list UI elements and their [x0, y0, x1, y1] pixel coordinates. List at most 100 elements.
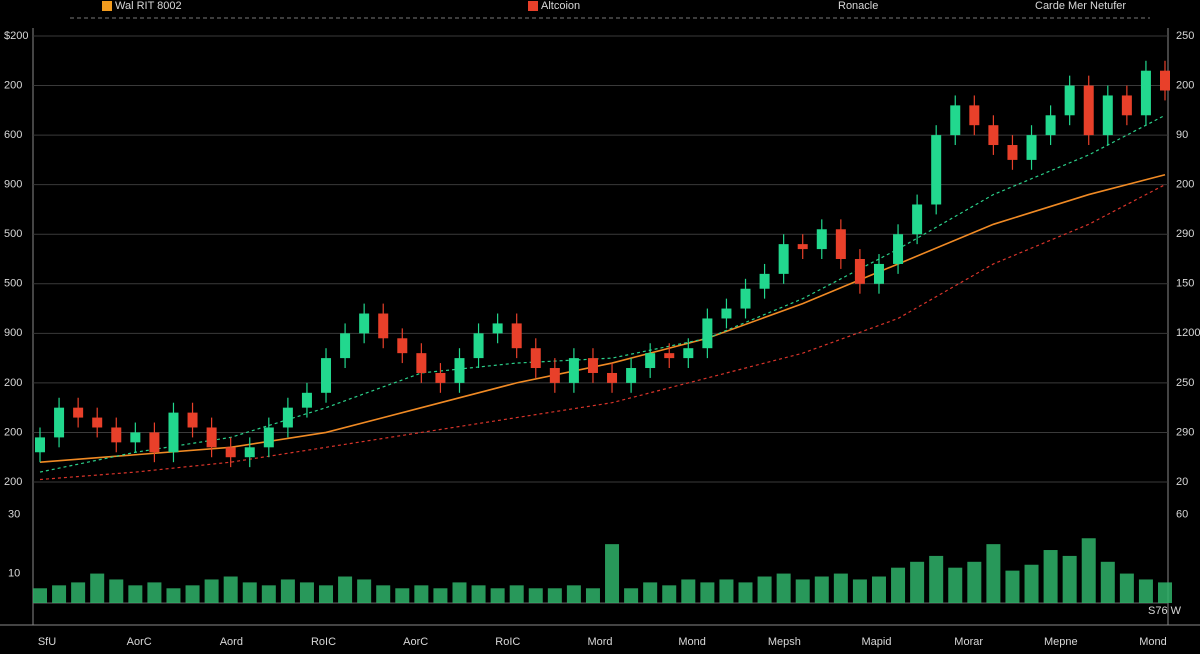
candle-body	[378, 313, 389, 339]
volume-bar	[1119, 573, 1134, 603]
volume-bar	[147, 582, 162, 603]
candle-body	[130, 432, 141, 443]
x-tick-label: Mapid	[862, 636, 892, 648]
legend-label: Wal RIT 8002	[115, 0, 182, 12]
volume-bar	[738, 582, 753, 603]
candle-body	[1026, 135, 1037, 160]
x-tick-label: RoIC	[311, 636, 336, 648]
candle-body	[950, 105, 961, 136]
candle-body	[454, 358, 465, 383]
candle-body	[912, 204, 923, 235]
candle-body	[511, 323, 522, 349]
candle-body	[969, 105, 980, 126]
volume-bar	[319, 585, 334, 603]
x-tick-label: Mepne	[1044, 636, 1078, 648]
volume-bar	[509, 585, 524, 603]
volume-bar	[891, 567, 906, 603]
volume-bar	[166, 588, 181, 603]
y2-tick-label: 250	[1176, 377, 1194, 389]
candle-body	[225, 447, 236, 458]
volume-bar	[700, 582, 715, 603]
volume-bar	[128, 585, 143, 603]
volume-bar	[643, 582, 658, 603]
volume-bar	[1005, 570, 1020, 603]
volume-bar	[109, 579, 124, 603]
volume-bar	[566, 585, 581, 603]
y2-tick-label: 20	[1176, 476, 1188, 488]
volume-bar	[433, 588, 448, 603]
candle-body	[1121, 95, 1132, 116]
volume-bar	[395, 588, 410, 603]
volume-bar	[1158, 582, 1172, 603]
volume-bar	[33, 588, 47, 603]
volume-bar	[910, 561, 925, 603]
x-tick-label: AorC	[403, 636, 428, 648]
legend-label: Carde Mer Netufer	[1035, 0, 1126, 12]
volume-bar	[1024, 564, 1039, 603]
volume-bar	[528, 588, 543, 603]
volume-bar	[242, 582, 257, 603]
volume-bar	[185, 585, 200, 603]
candle-body	[530, 348, 541, 369]
candle-body	[759, 273, 770, 289]
candle-body	[263, 427, 274, 448]
volume-bar	[1138, 579, 1153, 603]
volume-tick-label: 10	[8, 567, 20, 579]
volume-bar	[605, 544, 620, 603]
candle-body	[626, 368, 637, 383]
volume-bar	[814, 576, 829, 603]
candle-body	[664, 353, 675, 359]
candle-body	[893, 234, 904, 264]
volume-bar	[90, 573, 105, 603]
candle-body	[149, 432, 160, 453]
x-tick-label: Mepsh	[768, 636, 801, 648]
volume-bar	[986, 544, 1001, 603]
moving-average	[39, 114, 1166, 473]
candle-body	[1045, 115, 1056, 136]
volume-bar	[719, 579, 734, 603]
volume-y2-tick-label: 60	[1176, 509, 1188, 521]
volume-bar	[681, 579, 696, 603]
candle-body	[1160, 70, 1170, 91]
volume-bar	[414, 585, 429, 603]
y-tick-label: 900	[4, 327, 22, 339]
y-tick-label: 500	[4, 228, 22, 240]
volume-bar	[585, 588, 600, 603]
candle-body	[54, 407, 65, 438]
candle-body	[301, 392, 312, 408]
candle-body	[321, 358, 332, 393]
x-tick-label: SfU	[38, 636, 56, 648]
candle-body	[721, 308, 732, 319]
moving-average	[39, 173, 1166, 463]
candle-body	[854, 259, 865, 284]
candle-body	[473, 333, 484, 359]
x-tick-label: Mord	[587, 636, 612, 648]
candle-body	[359, 313, 370, 334]
annotation: S76 W	[1148, 605, 1182, 617]
candle-body	[1140, 70, 1151, 116]
volume-bar	[1043, 550, 1058, 603]
y-tick-label: 900	[4, 179, 22, 191]
candle-body	[797, 244, 808, 250]
y2-tick-label: 200	[1176, 179, 1194, 191]
volume-bar	[357, 579, 372, 603]
candle-body	[1102, 95, 1113, 136]
candle-body	[1007, 145, 1018, 160]
candle-body	[397, 338, 408, 354]
candle-body	[168, 412, 179, 453]
candle-body	[549, 368, 560, 383]
legend-label: Ronacle	[838, 0, 878, 12]
y2-tick-label: 290	[1176, 426, 1194, 438]
candle-body	[92, 417, 103, 428]
volume-bar	[929, 555, 944, 603]
volume-bar	[223, 576, 238, 603]
x-tick-label: Aord	[220, 636, 243, 648]
candle-body	[778, 244, 789, 274]
volume-bar	[1081, 538, 1096, 603]
candle-body	[568, 358, 579, 383]
legend-swatch	[528, 1, 538, 11]
legend-label: Altcoion	[541, 0, 580, 12]
x-tick-label: AorC	[127, 636, 152, 648]
volume-bar	[376, 585, 391, 603]
